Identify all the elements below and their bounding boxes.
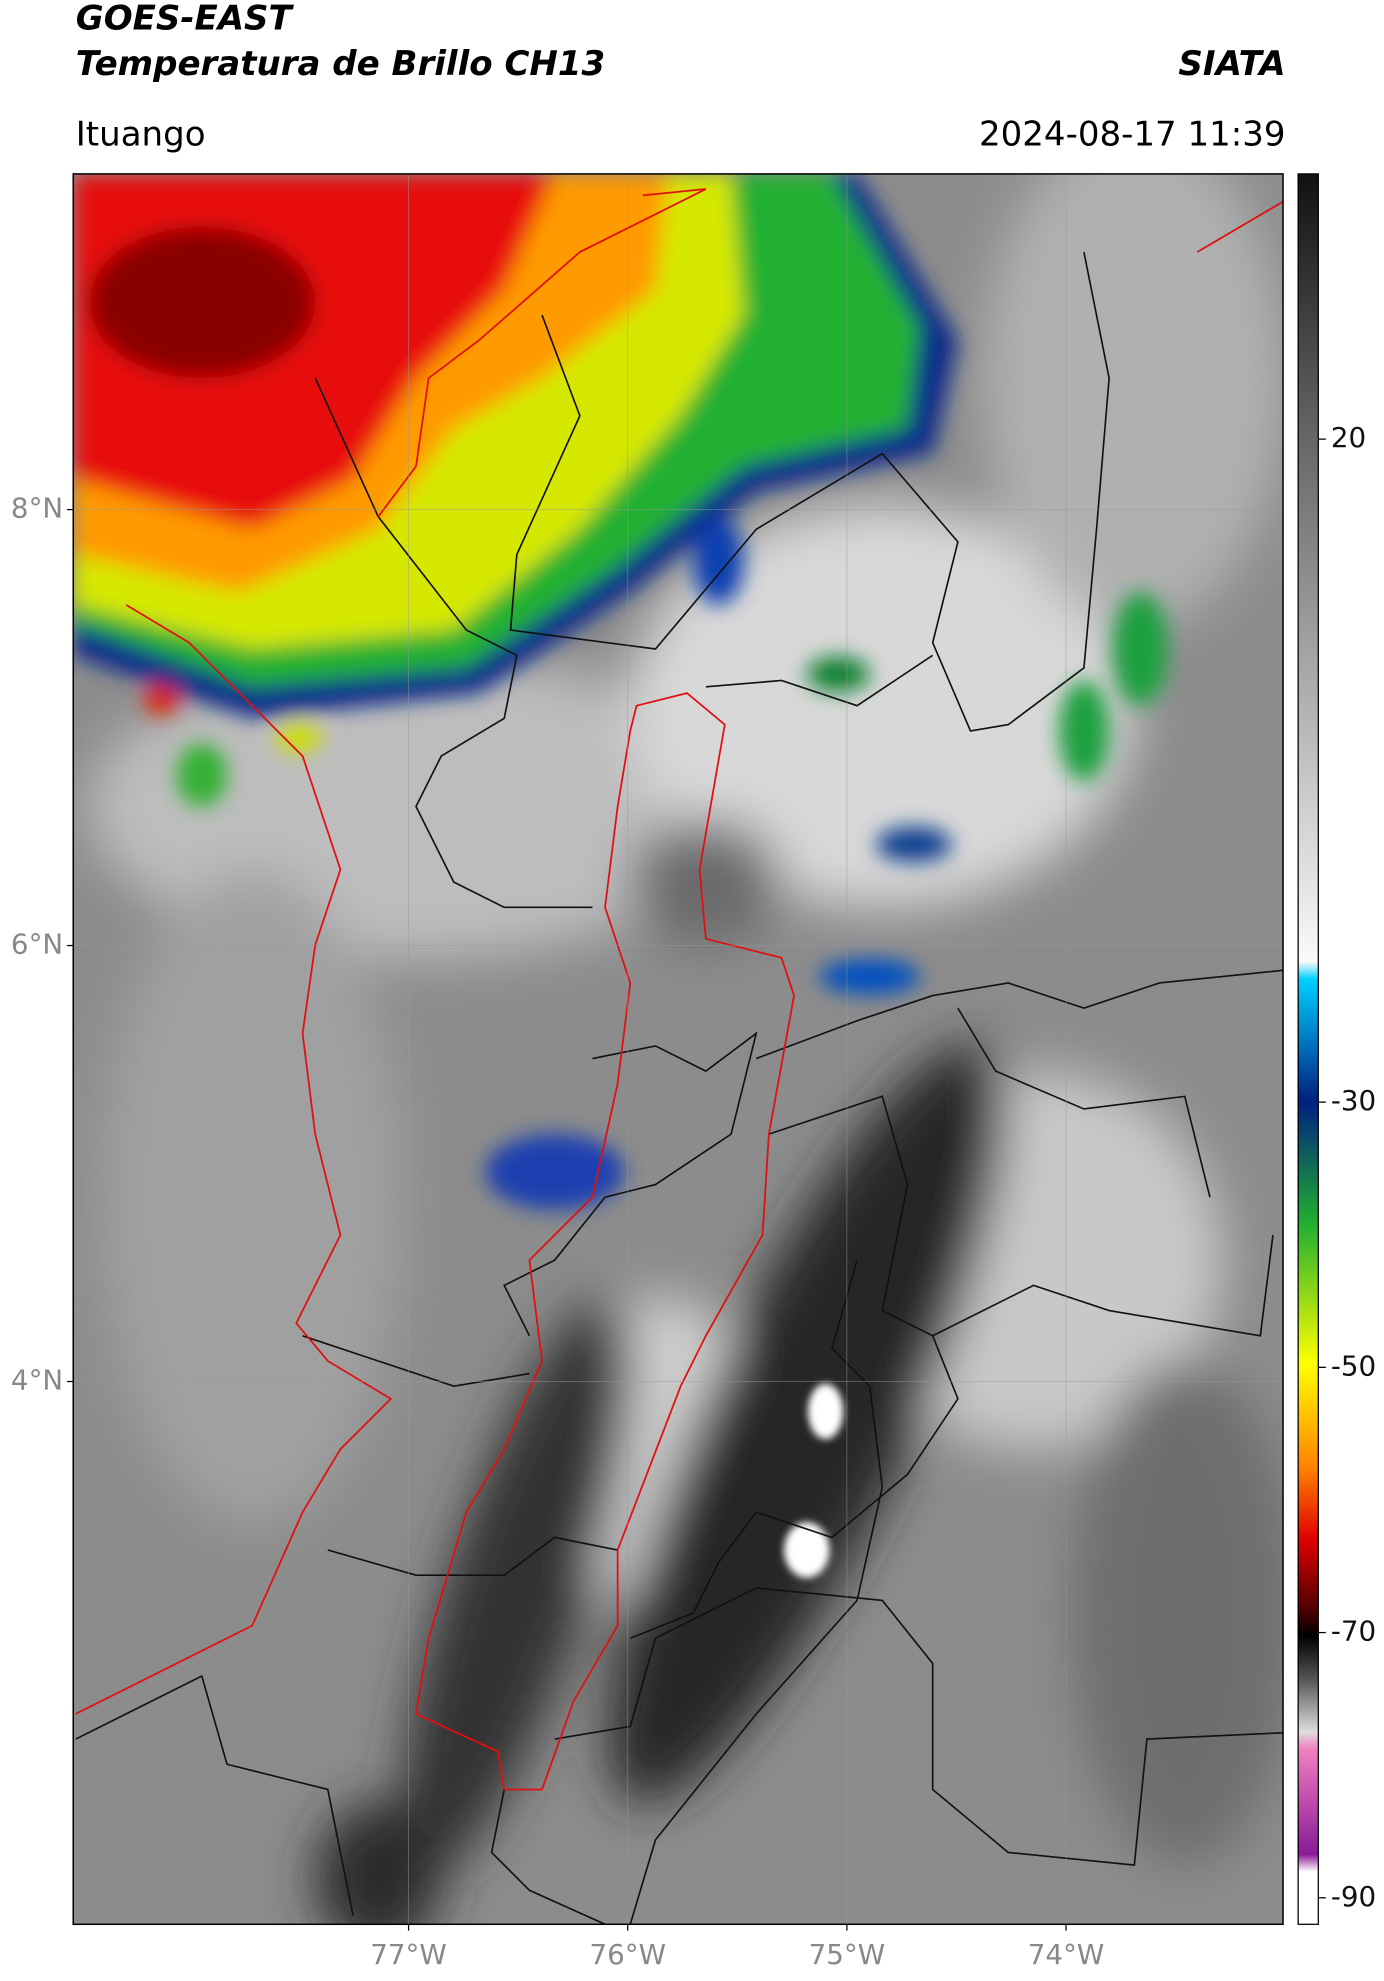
product: Temperatura de Brillo CH13 xyxy=(76,44,605,84)
source: SIATA xyxy=(1178,44,1285,84)
colorbar-tick-label: -70 xyxy=(1331,1615,1376,1648)
datetime: 2024-08-17 11:39 xyxy=(979,115,1286,155)
location: Ituango xyxy=(76,115,206,155)
y-tick-label: 4°N xyxy=(11,1364,63,1397)
colorbar-tick-label: -30 xyxy=(1331,1084,1376,1117)
y-tick-label: 8°N xyxy=(11,492,63,525)
y-tick-label: 6°N xyxy=(11,928,63,961)
colorbar-tick-label: -90 xyxy=(1331,1880,1376,1913)
map-frame xyxy=(72,173,1284,1926)
x-tick-label: 77°W xyxy=(370,1938,447,1971)
satellite: GOES-EAST xyxy=(76,0,295,39)
x-tick-label: 76°W xyxy=(589,1938,666,1971)
colorbar xyxy=(1297,173,1319,1925)
colorbar-tick-label: 20 xyxy=(1331,421,1366,454)
x-tick-label: 74°W xyxy=(1028,1938,1105,1971)
colorbar-tick-label: -50 xyxy=(1331,1349,1376,1382)
x-tick-label: 75°W xyxy=(809,1938,886,1971)
satellite-image xyxy=(73,173,1284,1925)
